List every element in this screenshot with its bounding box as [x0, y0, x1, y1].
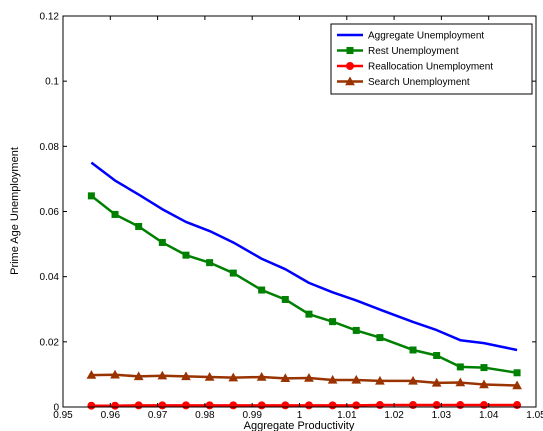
data-point-square	[352, 326, 360, 334]
x-tick-label: 1.02	[384, 410, 404, 421]
x-tick-label: 0.95	[53, 410, 73, 421]
data-point-triangle	[110, 369, 120, 379]
data-point-square	[456, 363, 464, 371]
legend-box	[330, 23, 533, 95]
data-point-triangle	[256, 371, 267, 381]
data-point-square	[376, 334, 384, 342]
data-point-triangle	[479, 379, 489, 389]
y-tick-label: 0.12	[40, 12, 60, 23]
data-point-triangle	[304, 372, 314, 382]
y-tick-label: 0.02	[40, 337, 60, 348]
data-point-square	[409, 346, 417, 354]
data-point-square	[346, 47, 354, 54]
data-point-triangle	[86, 370, 97, 379]
data-point-square	[329, 318, 337, 326]
data-point-square	[206, 259, 214, 267]
data-point-circle	[87, 401, 96, 410]
data-point-square	[281, 295, 289, 303]
data-point-square	[135, 222, 143, 230]
data-point-circle	[158, 401, 167, 410]
data-point-triangle	[375, 375, 385, 385]
legend-label: Aggregate Unemployment	[368, 31, 484, 42]
axes-layer: 0.95 0.96 0.97 0.98 0.99 1 1.01 1.02 1.03 1.04 1.0…	[40, 12, 543, 422]
data-point-triangle	[431, 377, 442, 387]
x-tick-label: 1.01	[337, 410, 357, 421]
data-point-circle	[181, 401, 190, 410]
data-point-circle	[257, 401, 266, 410]
data-point-triangle	[280, 373, 291, 383]
x-axis-label: Aggregate Productivity	[244, 420, 355, 431]
legend: Aggregate Unemployment Rest Unemployment R…	[330, 23, 533, 95]
data-point-circle	[352, 401, 361, 410]
x-tick-label: 1.05	[526, 410, 543, 421]
data-point-triangle	[204, 371, 215, 381]
x-tick-label: 0.96	[101, 410, 121, 421]
data-point-circle	[229, 401, 238, 410]
legend-item: Rest Unemployment	[337, 46, 459, 57]
series-line	[90, 194, 518, 375]
x-tick-label: 1.03	[432, 410, 452, 421]
data-point-square	[111, 210, 119, 218]
y-tick-label: 0	[53, 403, 59, 414]
data-point-triangle	[181, 371, 191, 381]
data-point-square	[305, 310, 313, 318]
data-point-square	[229, 269, 237, 277]
series-search-unemployment	[86, 369, 522, 390]
data-point-triangle	[133, 371, 144, 381]
data-point-circle	[281, 401, 290, 410]
y-axis-label: Prime Age Unemployment	[9, 147, 21, 275]
data-point-circle	[111, 401, 120, 410]
x-tick-label: 1.04	[479, 410, 499, 421]
y-tick-label: 0.08	[40, 142, 60, 153]
legend-item: Search Unemployment	[337, 76, 470, 88]
x-tick-label: 0.97	[148, 410, 168, 421]
data-point-triangle	[345, 76, 355, 86]
data-point-circle	[134, 401, 143, 410]
data-point-circle	[346, 62, 354, 70]
data-point-square	[158, 238, 166, 246]
data-point-triangle	[512, 380, 522, 390]
series-aggregate-unemployment	[90, 161, 518, 352]
data-point-circle	[304, 401, 313, 410]
y-tick-label: 0.1	[45, 77, 59, 88]
legend-item: Aggregate Unemployment	[337, 31, 484, 42]
data-point-circle	[205, 401, 214, 410]
data-point-circle	[328, 401, 337, 410]
series-layer	[86, 161, 522, 410]
data-point-triangle	[157, 370, 168, 380]
data-point-triangle	[408, 375, 418, 385]
data-point-triangle	[351, 374, 362, 384]
data-point-square	[87, 192, 95, 200]
data-point-triangle	[228, 372, 239, 382]
data-point-square	[258, 286, 266, 294]
data-point-square	[480, 364, 488, 372]
x-tick-label: 1	[297, 410, 303, 421]
data-point-square	[182, 251, 190, 259]
y-tick-label: 0.06	[40, 207, 60, 218]
series-line	[91, 403, 518, 407]
series-line	[90, 161, 518, 352]
x-tick-label: 0.98	[195, 410, 215, 421]
y-tick-label: 0.04	[40, 272, 60, 283]
x-tick-label: 0.99	[242, 410, 262, 421]
series-line	[91, 373, 518, 387]
legend-item: Reallocation Unemployment	[337, 62, 493, 73]
series-rest-unemployment	[87, 192, 521, 377]
data-point-square	[433, 352, 441, 360]
data-point-triangle	[327, 374, 338, 384]
data-point-triangle	[455, 377, 466, 387]
legend-label: Reallocation Unemployment	[368, 62, 493, 73]
legend-label: Rest Unemployment	[368, 46, 459, 57]
data-point-square	[513, 369, 521, 377]
legend-label: Search Unemployment	[368, 77, 470, 88]
